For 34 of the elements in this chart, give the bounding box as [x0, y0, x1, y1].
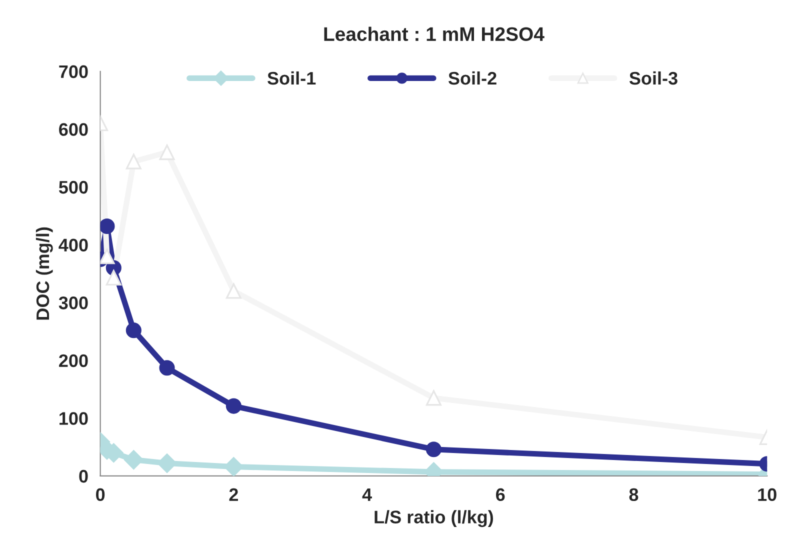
legend-label: Soil-2: [448, 71, 496, 85]
legend-label: Soil-1: [268, 71, 316, 85]
chart-title: Leachant : 1 mM H2SO4: [324, 26, 544, 42]
x-tick-label: 6: [496, 488, 505, 502]
y-tick-label: 400: [58, 238, 88, 252]
point: [126, 322, 142, 338]
x-tick-label: 0: [96, 488, 105, 502]
point: [106, 270, 122, 286]
point: [100, 248, 115, 264]
point: [159, 360, 175, 376]
x-tick-label: 4: [362, 488, 372, 501]
y-tick-label: 200: [59, 354, 88, 368]
point: [224, 457, 244, 476]
y-tick-label: 300: [58, 296, 88, 310]
x-tick-label: 2: [229, 488, 238, 501]
point: [226, 283, 242, 299]
y-tick-label: 0: [79, 470, 88, 483]
point: [226, 398, 242, 414]
point: [426, 442, 442, 458]
y-tick-label: 700: [59, 65, 88, 78]
point: [100, 218, 115, 234]
point: [124, 450, 144, 470]
x-tick-label: 10: [758, 488, 776, 502]
y-axis-title: DOC (mg/l): [36, 227, 53, 320]
y-tick-label: 500: [58, 180, 88, 194]
legend-label: Soil-3: [629, 71, 678, 85]
point: [426, 390, 442, 406]
x-tick-label: 8: [629, 488, 638, 502]
y-tick-label: 600: [59, 123, 88, 136]
point: [157, 454, 177, 473]
point: [159, 144, 175, 160]
y-tick-label: 100: [60, 412, 88, 425]
x-axis-title: L/S ratio (l/kg): [374, 510, 494, 528]
point: [126, 154, 142, 170]
